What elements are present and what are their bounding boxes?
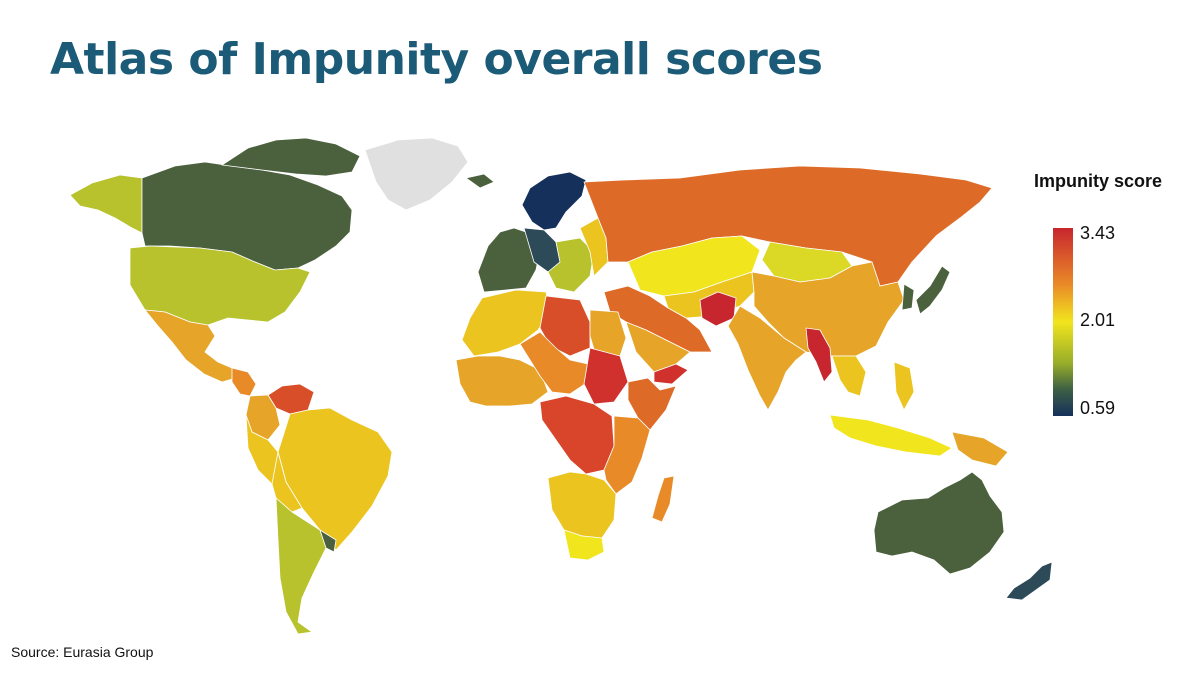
region-uruguay xyxy=(319,529,337,553)
region-new-zealand xyxy=(1005,561,1053,601)
legend-min-label: 0.59 xyxy=(1080,398,1116,418)
region-japan xyxy=(915,265,951,315)
legend-max-label: 3.43 xyxy=(1080,223,1116,243)
region-south-africa xyxy=(563,529,605,561)
region-central-africa xyxy=(539,395,615,475)
region-new-guinea xyxy=(951,431,1009,467)
region-kazakhstan xyxy=(627,235,761,297)
source-note: Source: Eurasia Group xyxy=(11,644,154,660)
map-title: Atlas of Impunity overall scores xyxy=(50,34,823,85)
region-iceland xyxy=(465,173,495,189)
region-saudi-arabia xyxy=(625,321,691,373)
region-eastern-europe xyxy=(547,237,595,293)
region-west-africa xyxy=(455,355,549,407)
region-southeast-asia xyxy=(831,355,867,397)
region-venezuela xyxy=(267,383,315,415)
region-yemen xyxy=(653,363,689,385)
region-india xyxy=(727,305,807,411)
region-sudan xyxy=(583,347,629,405)
region-myanmar xyxy=(805,327,833,383)
region-alaska xyxy=(69,174,143,234)
region-china xyxy=(751,261,905,357)
region-australia xyxy=(873,471,1005,575)
region-libya xyxy=(539,295,591,357)
region-southern-africa xyxy=(547,471,617,539)
region-east-africa xyxy=(603,415,651,495)
legend-color-scale xyxy=(1053,228,1073,416)
region-greenland xyxy=(364,137,469,211)
region-madagascar xyxy=(651,475,675,523)
region-horn-of-africa xyxy=(627,377,677,431)
legend-mid-label: 2.01 xyxy=(1080,310,1116,330)
region-central-america xyxy=(231,367,257,397)
region-scandinavia xyxy=(521,171,587,231)
region-canada-arctic-islands xyxy=(221,137,361,177)
region-indonesia xyxy=(829,414,953,457)
region-philippines xyxy=(893,361,915,411)
region-korea xyxy=(901,283,915,311)
legend-title: Impunity score xyxy=(1034,171,1163,191)
